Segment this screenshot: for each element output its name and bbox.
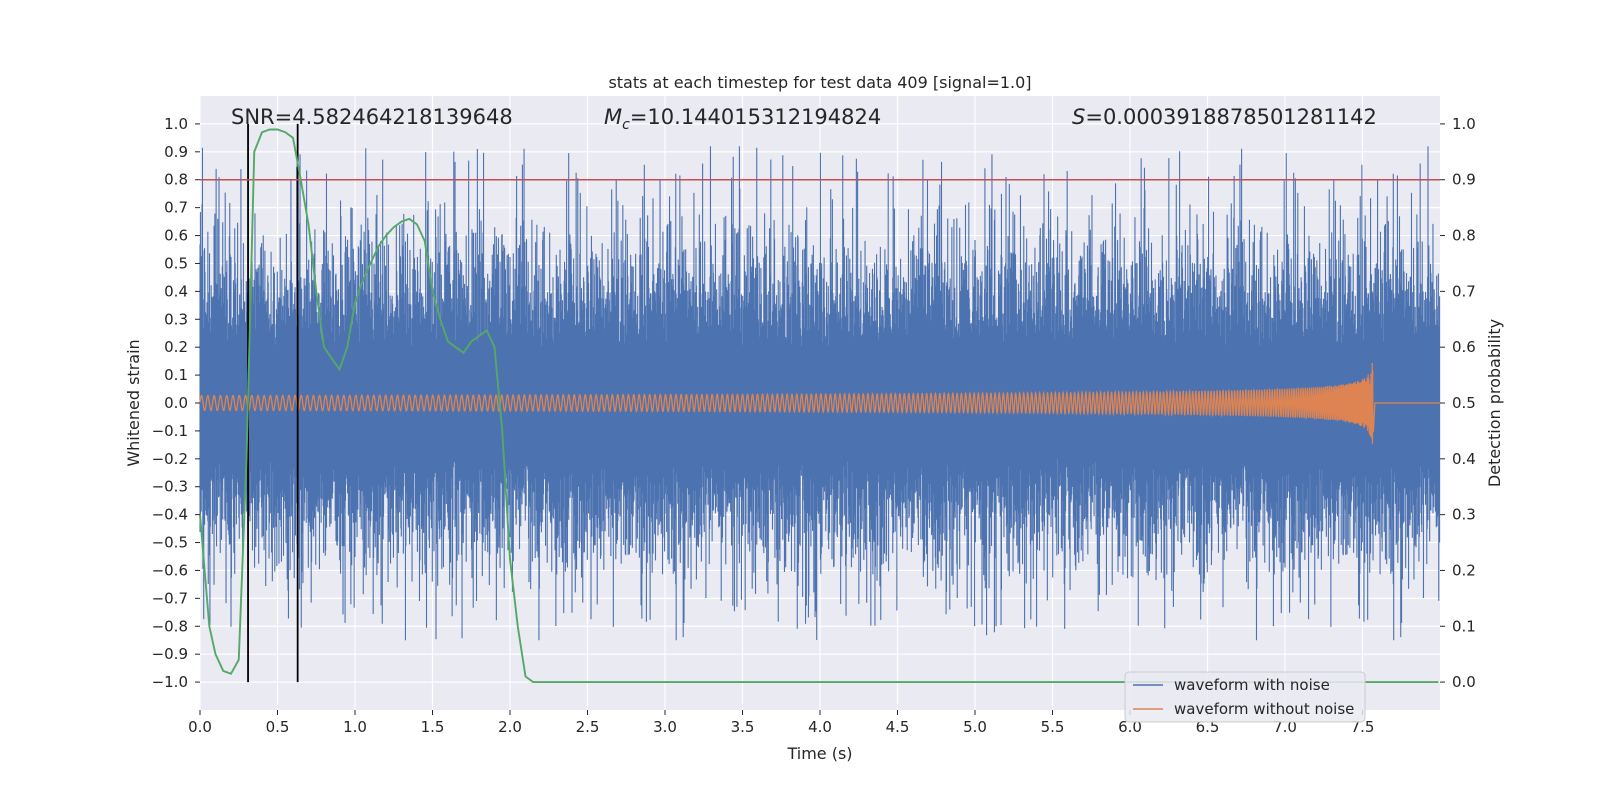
- y-left-tick-label: 0.6: [164, 227, 188, 245]
- y-left-tick-label: 0.3: [164, 310, 188, 328]
- y-left-tick-label: 0.1: [164, 366, 188, 384]
- x-tick-label: 1.0: [343, 718, 367, 736]
- chirp-mass-annotation: Mc=10.144015312194824: [604, 105, 881, 133]
- legend-box: [1124, 671, 1366, 723]
- x-tick-label: 3.0: [653, 718, 677, 736]
- significance-annotation: S=0.0003918878501281142: [1072, 105, 1377, 129]
- y-right-tick-label: 1.0: [1452, 115, 1476, 133]
- series-waveform-with-noise: [199, 146, 1441, 641]
- significance-value: =0.0003918878501281142: [1085, 105, 1377, 129]
- y-left-tick-label: −0.1: [152, 422, 188, 440]
- x-tick-label: 5.5: [1041, 718, 1065, 736]
- x-tick-label: 2.5: [576, 718, 600, 736]
- y-left-tick-label: 0.8: [164, 171, 188, 189]
- y-right-tick-label: 0.5: [1452, 394, 1476, 412]
- y-left-tick-label: −0.5: [152, 534, 188, 552]
- y-left-tick-label: 0.2: [164, 338, 188, 356]
- x-tick-label: 4.5: [886, 718, 910, 736]
- y-left-tick-label: 0.4: [164, 282, 188, 300]
- y-right-tick-label: 0.0: [1452, 673, 1476, 691]
- legend-label-without-noise: waveform without noise: [1174, 700, 1354, 718]
- y-left-tick-label: 0.5: [164, 254, 188, 272]
- x-tick-label: 1.5: [421, 718, 445, 736]
- chirp-mass-symbol: M: [604, 105, 622, 129]
- x-tick-label: 2.0: [498, 718, 522, 736]
- y-axis-right-label: Detection probability: [1485, 319, 1504, 487]
- y-right-tick-label: 0.6: [1452, 338, 1476, 356]
- y-right-tick-label: 0.7: [1452, 282, 1476, 300]
- series-detection-probability: [199, 128, 1439, 684]
- snr-annotation: SNR=4.582464218139648: [231, 105, 513, 129]
- x-axis-label: Time (s): [786, 744, 852, 763]
- y-left-tick-label: −0.3: [152, 478, 188, 496]
- x-tick-label: 4.0: [808, 718, 832, 736]
- y-right-tick-label: 0.1: [1452, 617, 1476, 635]
- y-left-tick-label: −0.6: [152, 561, 188, 579]
- y-right-tick-label: 0.2: [1452, 561, 1476, 579]
- y-left-tick-label: −0.4: [152, 506, 188, 524]
- legend-label-with-noise: waveform with noise: [1174, 676, 1330, 694]
- chart-title: stats at each timestep for test data 409…: [608, 73, 1031, 92]
- y-left-tick-label: −0.9: [152, 645, 188, 663]
- y-right-tick-label: 0.4: [1452, 450, 1476, 468]
- y-left-tick-label: −0.8: [152, 617, 188, 635]
- y-axis-right: 1.0 0.9 0.8 0.7 0.6 0.5 0.4 0.3 0.2 0.1 0.0: [1440, 115, 1476, 691]
- chirp-mass-value: =10.144015312194824: [630, 105, 881, 129]
- y-left-tick-label: 1.0: [164, 115, 188, 133]
- chirp-mass-subscript: c: [622, 117, 630, 133]
- x-tick-label: 0.0: [188, 718, 212, 736]
- x-tick-label: 0.5: [266, 718, 290, 736]
- y-left-tick-label: 0.9: [164, 143, 188, 161]
- y-right-tick-label: 0.9: [1452, 171, 1476, 189]
- chirp-trace: [199, 363, 1440, 444]
- y-left-tick-label: −0.7: [152, 589, 188, 607]
- x-tick-label: 5.0: [963, 718, 987, 736]
- y-axis-left: 1.0 0.9 0.8 0.7 0.6 0.5 0.4 0.3 0.2 0.1 0.0 −0.1 −0.…: [152, 115, 200, 691]
- y-right-tick-label: 0.3: [1452, 506, 1476, 524]
- y-right-tick-label: 0.8: [1452, 227, 1476, 245]
- legend: waveform with noise waveform without noi…: [1124, 671, 1366, 723]
- significance-symbol: S: [1072, 105, 1085, 129]
- y-left-tick-label: 0.0: [164, 394, 188, 412]
- x-tick-label: 3.5: [731, 718, 755, 736]
- series-waveform-without-noise: [199, 363, 1440, 444]
- y-left-tick-label: −0.2: [152, 450, 188, 468]
- noise-trace: [199, 146, 1441, 641]
- y-left-tick-label: −1.0: [152, 673, 188, 691]
- probability-trace: [199, 128, 1439, 684]
- y-left-tick-label: 0.7: [164, 199, 188, 217]
- y-axis-left-label: Whitened strain: [124, 339, 143, 466]
